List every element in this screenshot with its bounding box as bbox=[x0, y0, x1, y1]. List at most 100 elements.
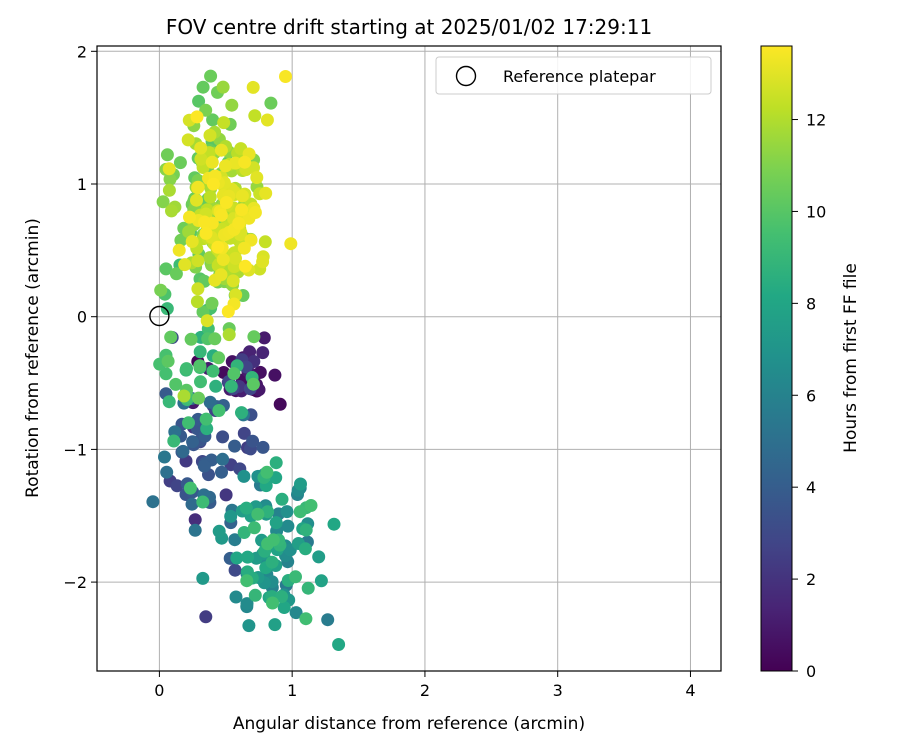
data-point bbox=[159, 262, 173, 276]
data-point bbox=[219, 196, 233, 209]
y-axis-ticks: −2 −1 0 1 2 bbox=[63, 42, 97, 592]
data-point bbox=[163, 172, 177, 186]
data-point bbox=[192, 94, 206, 108]
data-point bbox=[228, 439, 242, 453]
data-point bbox=[235, 406, 248, 420]
data-point bbox=[154, 283, 168, 297]
data-point bbox=[206, 113, 220, 127]
data-point bbox=[169, 377, 183, 391]
data-point bbox=[185, 235, 199, 248]
data-point bbox=[266, 533, 280, 547]
data-point bbox=[275, 492, 289, 506]
data-point bbox=[281, 519, 295, 533]
data-point bbox=[176, 444, 190, 458]
data-point bbox=[299, 523, 313, 537]
x-axis-ticks: 0 1 2 3 4 bbox=[154, 671, 696, 700]
data-point bbox=[277, 601, 291, 614]
data-point bbox=[194, 152, 208, 166]
data-point bbox=[260, 113, 274, 127]
data-point bbox=[258, 235, 272, 249]
data-point bbox=[266, 596, 279, 610]
data-point bbox=[221, 703, 234, 716]
data-point bbox=[169, 267, 183, 281]
data-point bbox=[257, 331, 271, 345]
data-point bbox=[160, 148, 174, 162]
data-point bbox=[275, 590, 289, 604]
data-point bbox=[199, 412, 213, 426]
data-point bbox=[256, 346, 270, 360]
y-tick-label: 1 bbox=[77, 175, 87, 194]
data-point bbox=[248, 206, 262, 219]
data-point bbox=[251, 507, 265, 521]
data-point bbox=[268, 368, 282, 382]
data-point bbox=[186, 435, 200, 449]
data-point bbox=[256, 255, 270, 269]
data-point bbox=[177, 389, 191, 403]
data-point bbox=[246, 377, 260, 391]
data-point bbox=[237, 426, 251, 440]
data-point bbox=[191, 254, 205, 268]
data-point bbox=[247, 330, 261, 344]
data-point bbox=[198, 215, 212, 229]
data-point bbox=[289, 606, 303, 620]
data-point bbox=[158, 450, 171, 464]
data-point bbox=[190, 110, 204, 124]
data-point bbox=[188, 513, 202, 527]
data-point bbox=[190, 295, 204, 309]
data-point bbox=[248, 109, 262, 123]
data-point bbox=[200, 422, 214, 436]
x-tick-label: 1 bbox=[287, 681, 297, 700]
data-point bbox=[188, 523, 202, 537]
data-point bbox=[185, 497, 199, 511]
data-point bbox=[269, 456, 283, 470]
data-point bbox=[237, 469, 251, 483]
x-tick-label: 0 bbox=[154, 681, 164, 700]
colorbar-label: Hours from first FF file bbox=[841, 263, 861, 453]
data-point bbox=[269, 516, 283, 530]
data-point bbox=[209, 379, 223, 393]
data-point bbox=[314, 574, 328, 588]
data-point bbox=[224, 379, 238, 393]
data-point bbox=[172, 243, 186, 257]
data-point bbox=[208, 332, 222, 346]
data-point bbox=[219, 488, 233, 502]
data-point bbox=[237, 241, 251, 255]
chart-title: FOV centre drift starting at 2025/01/02 … bbox=[166, 15, 652, 39]
x-tick-label: 3 bbox=[553, 681, 563, 700]
data-point bbox=[205, 155, 219, 169]
legend-label: Reference platepar bbox=[503, 67, 656, 86]
data-point bbox=[259, 186, 273, 200]
data-points bbox=[146, 69, 346, 716]
data-point bbox=[294, 477, 307, 491]
data-point bbox=[239, 501, 253, 515]
data-point bbox=[211, 240, 225, 254]
colorbar-tick-label: 12 bbox=[806, 111, 826, 130]
data-point bbox=[216, 430, 230, 444]
data-point bbox=[180, 362, 193, 376]
data-point bbox=[248, 588, 262, 602]
colorbar-tick-label: 4 bbox=[806, 478, 816, 497]
data-point bbox=[194, 375, 207, 389]
data-point bbox=[200, 314, 214, 328]
data-point bbox=[199, 610, 213, 624]
data-point bbox=[221, 305, 235, 318]
data-point bbox=[214, 268, 228, 282]
data-point bbox=[226, 274, 240, 288]
data-point bbox=[174, 233, 188, 247]
data-point bbox=[312, 550, 326, 564]
data-point bbox=[229, 590, 243, 604]
data-point bbox=[241, 550, 255, 564]
data-point bbox=[193, 345, 207, 359]
data-point bbox=[256, 440, 270, 454]
data-point bbox=[203, 395, 217, 409]
data-point bbox=[216, 452, 230, 466]
data-point bbox=[164, 330, 178, 344]
data-point bbox=[228, 533, 242, 547]
data-point bbox=[227, 367, 241, 381]
data-point bbox=[182, 416, 195, 430]
data-point bbox=[212, 524, 226, 538]
data-point bbox=[293, 505, 307, 519]
data-point bbox=[246, 80, 260, 94]
y-tick-label: 2 bbox=[77, 42, 87, 61]
